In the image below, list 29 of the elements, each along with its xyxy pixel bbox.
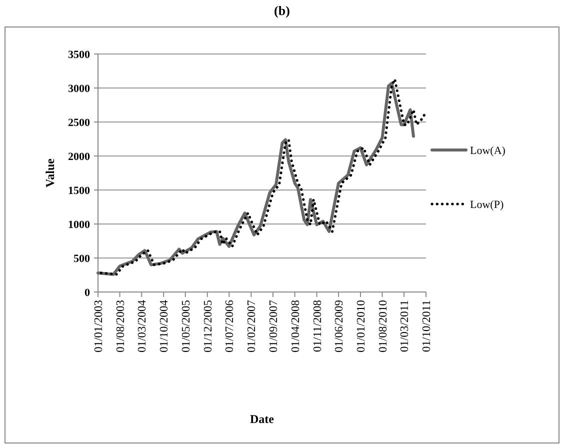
x-axis-title: Date bbox=[250, 412, 275, 426]
x-tick-label: 01/05/2005 bbox=[180, 300, 192, 352]
y-tick-label: 1000 bbox=[68, 218, 90, 231]
y-tick-label: 0 bbox=[84, 286, 90, 299]
x-tick-label: 01/08/2003 bbox=[114, 300, 127, 352]
x-tick-label: 01/10/2011 bbox=[421, 300, 434, 352]
x-tick-label: 01/06/2009 bbox=[334, 300, 346, 352]
x-tick-label: 01/04/2008 bbox=[290, 300, 302, 352]
legend-label: Low(P) bbox=[470, 198, 504, 211]
y-tick-label: 2000 bbox=[68, 150, 90, 163]
chart-title: (b) bbox=[274, 3, 290, 18]
legend-label: Low(A) bbox=[470, 144, 506, 157]
x-tick-label: 01/03/2004 bbox=[136, 300, 149, 352]
x-tick-label: 01/02/2007 bbox=[246, 300, 258, 352]
x-tick-label: 01/01/2003 bbox=[93, 300, 106, 352]
x-tick-label: 01/07/2006 bbox=[224, 300, 236, 352]
x-tick-label: 01/10/2004 bbox=[158, 300, 171, 352]
x-tick-label: 01/01/2010 bbox=[356, 300, 368, 352]
y-tick-label: 2500 bbox=[68, 116, 90, 129]
x-tick-label: 01/08/2010 bbox=[377, 300, 390, 352]
x-tick-label: 01/09/2007 bbox=[268, 300, 280, 352]
x-tick-label: 01/03/2011 bbox=[399, 300, 412, 352]
y-tick-label: 3000 bbox=[68, 82, 90, 95]
y-axis-title: Value bbox=[43, 158, 57, 188]
x-tick-label: 01/12/2005 bbox=[202, 300, 214, 352]
x-tick-label: 01/11/2008 bbox=[312, 300, 324, 352]
y-tick-label: 500 bbox=[74, 252, 90, 265]
y-tick-label: 1500 bbox=[68, 184, 90, 197]
y-tick-label: 3500 bbox=[68, 48, 90, 61]
